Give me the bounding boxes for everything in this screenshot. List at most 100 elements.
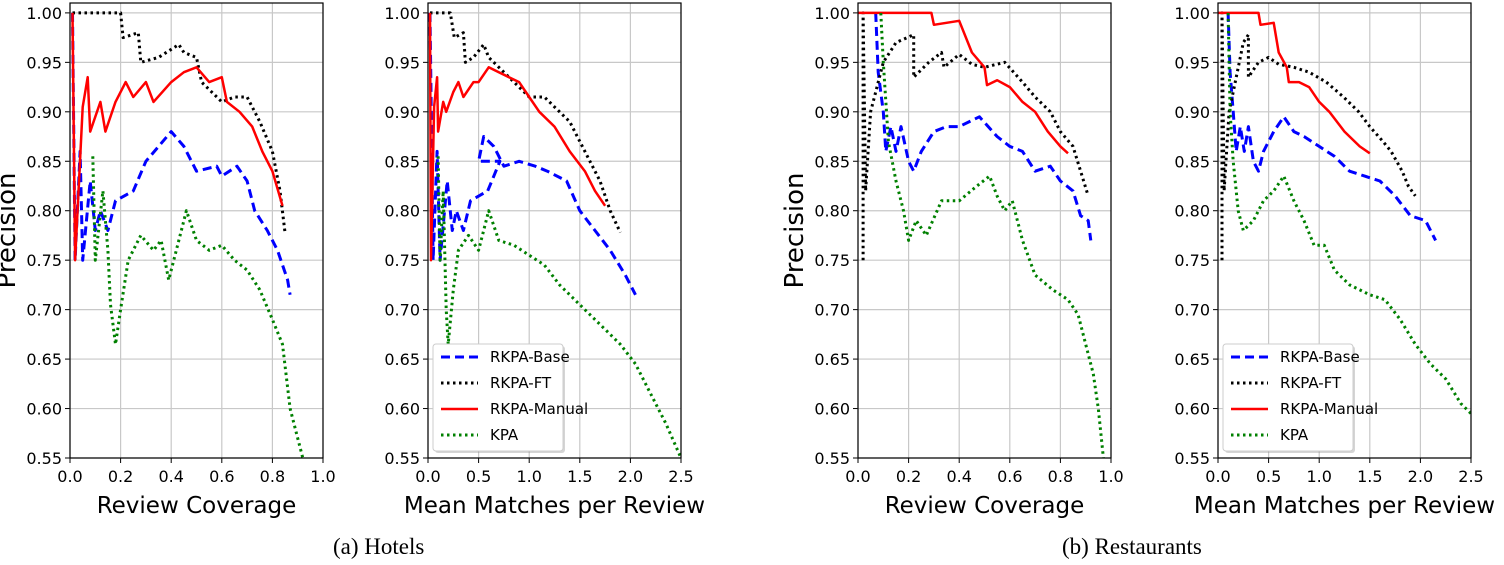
series-rkpa-ft [1220,11,1417,261]
series-rkpa-manual [1218,11,1371,155]
caption-restaurants: (b) Restaurants [1062,534,1202,559]
series-rkpa-ft [430,11,622,234]
y-tick-label: 0.85 [384,152,420,171]
x-tick-label: 2.5 [668,467,693,486]
y-tick-label: 0.95 [1174,53,1210,72]
series-rkpa-ft [861,11,1090,261]
legend-label: RKPA-Manual [1280,400,1378,418]
x-tick-label: 1.0 [1098,467,1123,486]
legend-label: KPA [1280,426,1309,444]
legend-label: RKPA-Base [490,348,570,366]
y-tick-label: 0.95 [26,53,62,72]
y-tick-label: 0.90 [814,103,850,122]
y-tick-label: 0.55 [384,449,420,468]
x-axis-label: Mean Matches per Review [404,493,705,519]
y-tick-label: 0.70 [384,301,420,320]
x-tick-label: 1.5 [1357,467,1382,486]
plot-frame [857,2,1112,459]
x-tick-label: 0.8 [260,467,285,486]
x-tick-label: 0.5 [466,467,491,486]
x-tick-label: 1.0 [516,467,541,486]
legend-label: KPA [490,426,519,444]
series-kpa [1226,12,1471,415]
x-tick-label: 0.0 [1205,467,1230,486]
series-rkpa-base [428,12,637,296]
legend-label: RKPA-Base [1280,348,1360,366]
caption-hotels: (a) Hotels [333,534,425,559]
series-kpa [91,156,305,458]
x-tick-label: 0.6 [209,467,234,486]
y-tick-label: 0.85 [1174,152,1210,171]
series-rkpa-manual [428,12,607,262]
y-tick-label: 0.95 [814,53,850,72]
y-tick-label: 0.65 [1174,350,1210,369]
y-tick-label: 0.55 [814,449,850,468]
subplot-2: 0.550.600.650.700.750.800.850.900.951.00… [384,2,705,519]
subplot-1: 0.550.600.650.700.750.800.850.900.951.00… [0,2,336,519]
x-tick-label: 0.4 [946,467,971,486]
y-tick-label: 0.55 [26,449,62,468]
y-axis-label: Precision [0,172,22,288]
y-tick-label: 0.75 [384,251,420,270]
y-tick-label: 1.00 [384,4,420,23]
series-rkpa-manual [858,11,1069,155]
x-axis-label: Mean Matches per Review [1194,493,1495,519]
x-tick-label: 1.5 [567,467,592,486]
y-tick-label: 0.55 [1174,449,1210,468]
plot-frame [69,2,324,459]
subplot-4: 0.550.600.650.700.750.800.850.900.951.00… [1174,2,1495,519]
x-tick-label: 0.8 [1048,467,1073,486]
y-tick-label: 0.60 [384,400,420,419]
x-tick-label: 0.6 [997,467,1022,486]
y-tick-label: 0.65 [26,350,62,369]
x-tick-label: 0.0 [57,467,82,486]
legend: RKPA-Base RKPA-FT RKPA-Manual KPA [1222,343,1378,453]
y-tick-label: 0.65 [814,350,850,369]
subplot-3: 0.550.600.650.700.750.800.850.900.951.00… [780,2,1124,519]
legend-label: RKPA-Manual [490,400,588,418]
series-rkpa-base [1226,12,1437,242]
x-tick-label: 2.5 [1458,467,1483,486]
series-kpa [879,12,1105,458]
y-tick-label: 0.75 [26,251,62,270]
series-rkpa-base [71,12,292,296]
y-tick-label: 0.90 [1174,103,1210,122]
y-tick-label: 0.80 [1174,202,1210,221]
x-tick-label: 2.0 [1408,467,1433,486]
series-rkpa-base [874,12,1093,241]
y-tick-label: 0.90 [384,103,420,122]
y-tick-label: 0.60 [814,400,850,419]
y-tick-label: 0.80 [26,202,62,221]
legend-label: RKPA-FT [1280,374,1342,392]
y-tick-label: 0.80 [384,202,420,221]
y-axis-label: Precision [780,172,810,288]
legend: RKPA-Base RKPA-FT RKPA-Manual KPA [432,343,588,453]
y-tick-label: 0.70 [26,301,62,320]
y-tick-label: 0.75 [1174,251,1210,270]
x-tick-label: 0.4 [158,467,183,486]
y-tick-label: 0.90 [26,103,62,122]
x-tick-label: 1.0 [1306,467,1331,486]
y-tick-label: 0.65 [384,350,420,369]
y-tick-label: 0.60 [1174,400,1210,419]
y-tick-label: 1.00 [1174,4,1210,23]
y-tick-label: 0.70 [814,301,850,320]
x-tick-label: 0.2 [108,467,133,486]
plot-frame [1217,2,1472,459]
x-tick-label: 0.0 [415,467,440,486]
x-axis-label: Review Coverage [97,493,297,519]
y-tick-label: 1.00 [26,4,62,23]
y-tick-label: 0.60 [26,400,62,419]
y-tick-label: 1.00 [814,4,850,23]
x-tick-label: 0.0 [845,467,870,486]
x-tick-label: 0.5 [1256,467,1281,486]
x-tick-label: 2.0 [618,467,643,486]
plot-frame [427,2,682,459]
y-tick-label: 0.95 [384,53,420,72]
series-rkpa-manual [71,12,284,262]
y-tick-label: 0.75 [814,251,850,270]
y-tick-label: 0.85 [814,152,850,171]
legend-label: RKPA-FT [490,374,552,392]
y-tick-label: 0.80 [814,202,850,221]
